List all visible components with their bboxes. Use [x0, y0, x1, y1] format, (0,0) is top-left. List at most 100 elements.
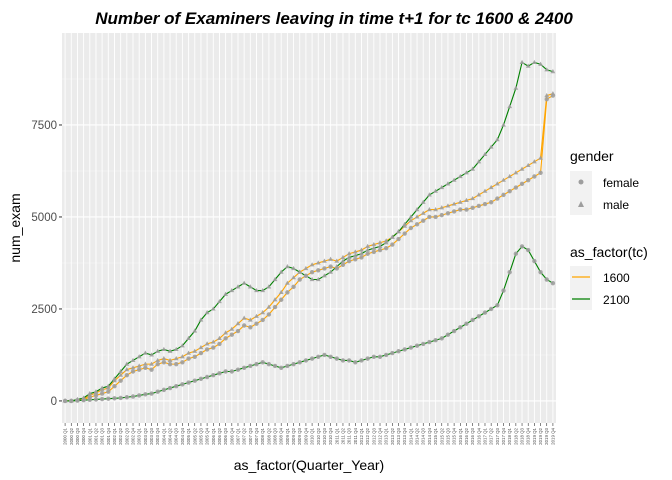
point-2100-male [377, 243, 383, 248]
point-1600-female [260, 317, 265, 323]
x-tick-label: 2017 Q3 [495, 427, 500, 444]
point-1600-female [235, 328, 241, 334]
point-1600-male [229, 326, 235, 331]
point-2100-male [260, 287, 266, 293]
point-1600-female [396, 236, 401, 242]
point-1600-male [149, 361, 154, 366]
point-1600-female [482, 201, 488, 207]
point-1600-male [550, 91, 556, 96]
x-tick-label: 2017 Q2 [489, 427, 494, 444]
point-1600-female [513, 185, 519, 190]
point-2100-female [390, 350, 395, 356]
point-1600-male [365, 243, 371, 248]
point-1600-female [198, 350, 204, 356]
point-2100-female [112, 396, 117, 401]
x-tick-label: 2018 Q1 [507, 427, 512, 444]
point-1600-male [278, 289, 284, 294]
x-tick-label: 2019 Q3 [544, 427, 549, 444]
x-tick-label: 2004 Q3 [174, 427, 179, 444]
y-tick-label: 0 [51, 396, 57, 408]
point-1600-male [247, 317, 253, 322]
point-2100-male [235, 284, 241, 289]
point-2100-male [198, 317, 204, 322]
point-1600-male [217, 335, 222, 340]
point-2100-female [538, 269, 543, 275]
point-2100-male [513, 85, 519, 90]
point-2100-female [445, 332, 451, 337]
point-1600-female [279, 297, 284, 302]
point-1600-male [284, 280, 290, 285]
point-2100-male [359, 251, 364, 256]
point-1600-female [470, 205, 475, 210]
point-2100-male [142, 350, 148, 355]
point-1600-male [136, 363, 142, 368]
point-1600-male [482, 188, 488, 193]
point-1600-male [414, 214, 420, 219]
point-2100-female [495, 303, 500, 308]
point-2100-male [167, 348, 173, 353]
point-2100-female [482, 310, 488, 315]
point-2100-male [371, 245, 377, 250]
grid-minor [62, 78, 556, 356]
point-2100-male [247, 284, 253, 289]
x-tick-label: 2016 Q1 [458, 427, 463, 444]
point-1600-male [525, 162, 531, 168]
x-tick-label: 2018 Q4 [526, 427, 531, 444]
x-tick-label: 2012 Q1 [359, 427, 364, 444]
point-1600-female [309, 269, 315, 275]
point-2100-female [124, 395, 130, 400]
x-tick-label: 2008 Q2 [266, 427, 271, 444]
point-2100-male [433, 188, 438, 193]
point-1600-female [223, 336, 228, 341]
point-2100-male [352, 252, 358, 258]
point-2100-male [291, 265, 296, 271]
point-1600-female [538, 170, 543, 176]
x-tick-label: 2011 Q2 [340, 427, 345, 444]
point-1600-female [241, 323, 247, 328]
x-tick-label: 2018 Q3 [520, 427, 525, 444]
point-1600-male [204, 341, 210, 346]
point-2100-male [494, 137, 500, 142]
point-2100-female [513, 251, 519, 256]
point-2100-female [155, 389, 160, 394]
legend-male-label: male [603, 198, 629, 212]
point-1600-male [272, 297, 278, 302]
x-tick-label: 2006 Q2 [217, 427, 222, 444]
point-2100-male [408, 214, 414, 219]
point-2100-male [254, 287, 259, 293]
point-1600-female [136, 367, 142, 372]
point-2100-male [87, 390, 93, 396]
point-1600-male [513, 170, 519, 175]
point-1600-female [383, 246, 389, 251]
point-1600-female [365, 251, 370, 256]
x-tick-label: 2007 Q2 [242, 427, 247, 444]
x-tick-label: 2016 Q4 [476, 427, 481, 444]
point-2100-female [211, 372, 216, 378]
point-1600-male [180, 354, 185, 359]
x-tick-label: 2007 Q4 [254, 427, 259, 444]
x-tick-label: 2010 Q3 [322, 427, 327, 444]
x-tick-label: 2014 Q3 [421, 427, 426, 444]
x-tick-label: 2001 Q1 [87, 427, 92, 444]
point-1600-female [371, 249, 377, 255]
point-1600-female [217, 341, 222, 347]
point-2100-female [383, 352, 389, 358]
point-1600-male [445, 203, 451, 208]
point-2100-female [526, 247, 531, 253]
point-1600-female [439, 212, 444, 218]
x-tick-label: 2009 Q1 [285, 427, 290, 444]
x-tick-label: 2015 Q1 [433, 427, 438, 444]
point-1600-male [322, 258, 327, 263]
x-tick-label: 2002 Q2 [118, 427, 123, 444]
y-axis: 0 2500 5000 7500 [31, 120, 62, 408]
point-2100-male [130, 357, 136, 363]
point-2100-female [433, 338, 438, 343]
point-1600-male [501, 177, 506, 182]
x-tick-label: 2015 Q3 [445, 427, 450, 444]
point-2100-female [291, 361, 296, 367]
point-2100-female [99, 396, 105, 402]
point-1600-male [507, 173, 513, 179]
point-2100-female [359, 358, 364, 363]
point-1600-female [272, 304, 278, 310]
point-2100-male [402, 221, 408, 226]
